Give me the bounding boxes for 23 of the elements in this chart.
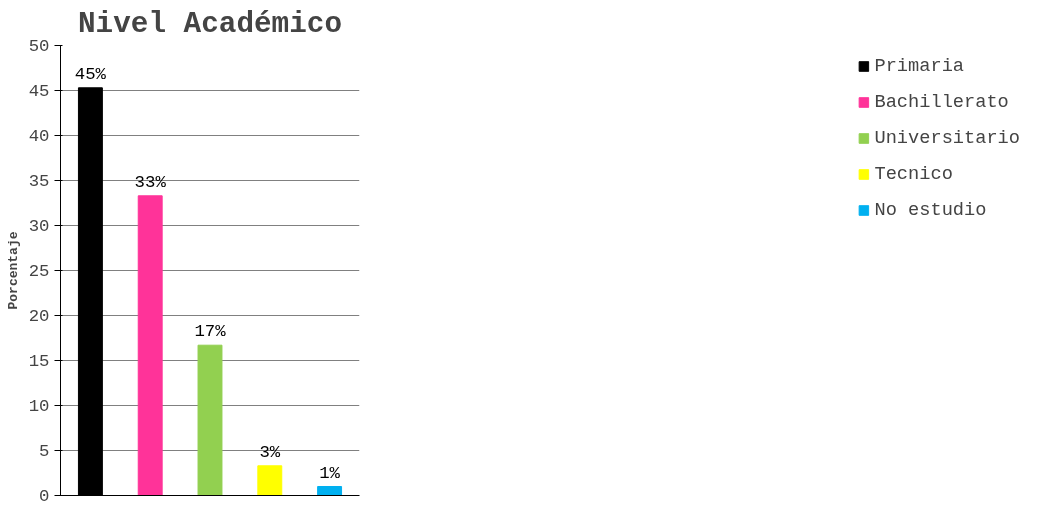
- legend-label: Primaria: [874, 55, 965, 77]
- legend-label: Bachillerato: [874, 91, 1009, 113]
- y-tick-label: 40: [28, 127, 50, 146]
- y-tick-label: 0: [39, 487, 50, 506]
- data-label: 33%: [134, 172, 167, 192]
- chart-title: Nivel Académico: [78, 7, 342, 41]
- y-tick-label: 25: [28, 262, 50, 281]
- legend-label: No estudio: [874, 199, 987, 221]
- data-label: 45%: [74, 64, 107, 84]
- y-tick-label: 50: [28, 37, 50, 56]
- y-tick-label: 15: [28, 352, 50, 371]
- legend-label: Universitario: [874, 127, 1020, 149]
- y-tick-label: 45: [28, 82, 50, 101]
- y-tick-label: 20: [28, 307, 50, 326]
- y-tick-label: 10: [28, 397, 50, 416]
- data-label: 17%: [194, 322, 227, 342]
- data-label: 1%: [319, 463, 341, 483]
- legend-label: Tecnico: [874, 163, 953, 185]
- y-axis-title: Porcentaje: [5, 231, 21, 310]
- y-tick-label: 30: [28, 217, 50, 236]
- y-tick-label: 5: [39, 442, 50, 461]
- data-label: 3%: [259, 442, 281, 462]
- y-tick-label: 35: [28, 172, 50, 191]
